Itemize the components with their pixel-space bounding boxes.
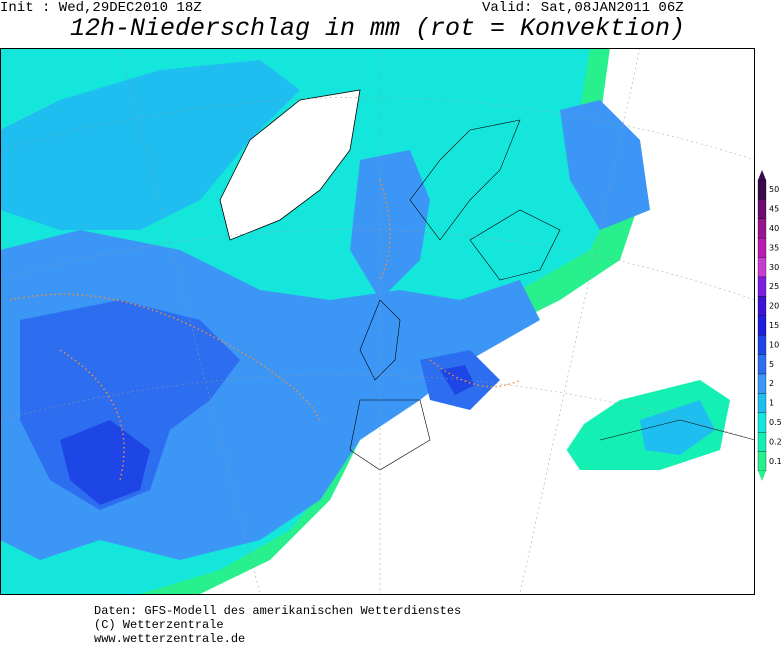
legend-cap (758, 170, 766, 180)
init-time: Init : Wed,29DEC2010 18Z (0, 0, 202, 16)
legend-swatch (757, 218, 767, 239)
legend-swatch (757, 412, 767, 433)
legend-swatch (757, 257, 767, 278)
legend-swatch (757, 451, 767, 472)
legend-label: 5 (769, 360, 774, 369)
legend-label: 45 (769, 205, 779, 214)
legend-label: 0.1 (769, 457, 781, 466)
legend-swatch (757, 315, 767, 336)
legend-swatch (757, 296, 767, 316)
legend-swatch (757, 393, 767, 413)
legend-label: 0.2 (769, 437, 781, 446)
legend-label: 20 (769, 302, 779, 311)
legend-swatch (757, 276, 767, 297)
legend-label: 40 (769, 224, 779, 233)
legend-label: 35 (769, 243, 779, 252)
legend-label: 50 (769, 185, 779, 194)
footer-source: Daten: GFS-Modell des amerikanischen Wet… (94, 604, 462, 618)
legend-swatch (757, 199, 767, 219)
legend-label: 25 (769, 282, 779, 291)
legend-label: 30 (769, 263, 779, 272)
legend-cap (758, 471, 766, 481)
legend-label: 1 (769, 399, 774, 408)
legend-label: 0.5 (769, 418, 781, 427)
legend-swatch (757, 432, 767, 452)
footer-url: www.wetterzentrale.de (94, 632, 246, 646)
legend-label: 2 (769, 379, 774, 388)
legend-swatch (757, 373, 767, 394)
legend-swatch (757, 238, 767, 258)
legend-label: 15 (769, 321, 779, 330)
legend-swatch (757, 179, 767, 200)
legend: 50 45 40 35 30 25 20 15 10 5 2 1 0.5 0.2 0.1 (757, 170, 781, 481)
footer-copyright: (C) Wetterzentrale (94, 618, 224, 632)
valid-time: Valid: Sat,08JAN2011 06Z (482, 0, 684, 16)
legend-label: 10 (769, 340, 779, 349)
legend-swatch (757, 354, 767, 375)
map-area (0, 47, 756, 595)
legend-swatch (757, 335, 767, 355)
map-title: 12h-Niederschlag in mm (rot = Konvektion… (69, 14, 686, 43)
